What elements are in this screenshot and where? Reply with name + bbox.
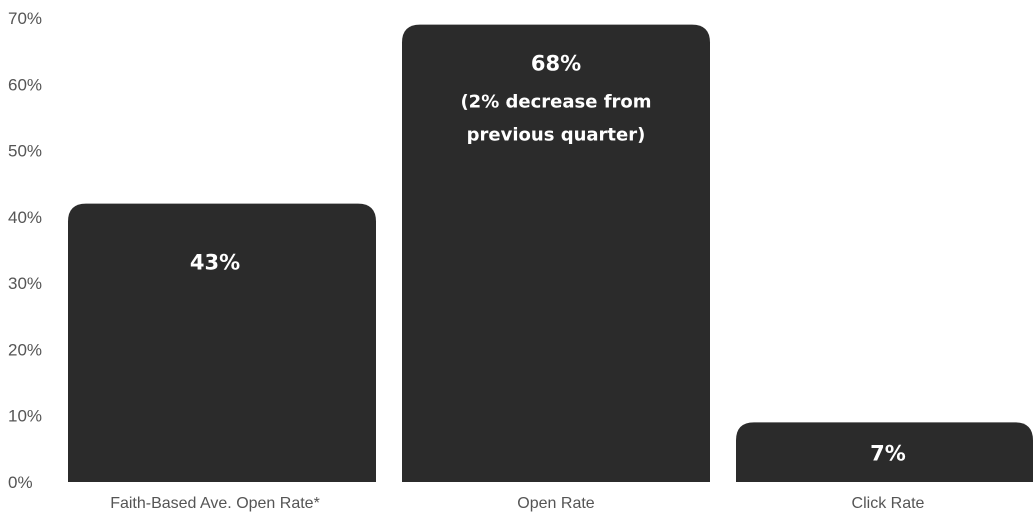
y-tick-label: 30% [8, 274, 42, 293]
data-label-note-1-0: (2% decrease from [460, 92, 651, 113]
bar-2 [736, 422, 1033, 482]
y-tick-label: 0% [8, 473, 33, 492]
x-axis: Faith-Based Ave. Open Rate* Open Rate Clic… [110, 495, 924, 512]
data-label-1: 68% [531, 52, 581, 76]
y-tick-label: 20% [8, 340, 42, 359]
y-axis: 0% 10% 20% 30% 40% 50% 60% 70% [8, 9, 42, 492]
bars-group: 43% 68% (2% decrease from previous quarter)… [68, 24, 1033, 482]
bar-1 [402, 24, 710, 482]
category-label-1: Open Rate [517, 495, 594, 512]
category-label-2: Click Rate [852, 495, 925, 512]
data-label-2: 7% [870, 441, 906, 465]
data-label-0: 43% [190, 251, 240, 275]
y-tick-label: 50% [8, 142, 42, 161]
y-tick-label: 40% [8, 208, 42, 227]
category-label-0: Faith-Based Ave. Open Rate* [110, 495, 320, 512]
data-label-note-1-1: previous quarter) [467, 125, 646, 146]
y-tick-label: 60% [8, 75, 42, 94]
y-tick-label: 10% [8, 407, 42, 426]
y-tick-label: 70% [8, 9, 42, 28]
bar-0 [68, 203, 376, 482]
